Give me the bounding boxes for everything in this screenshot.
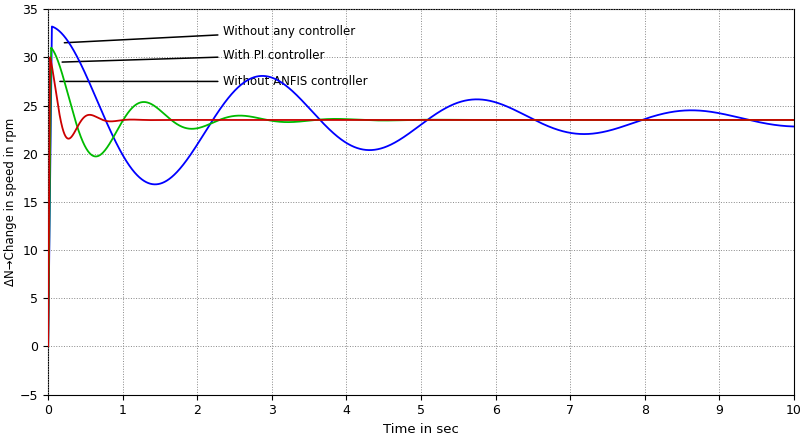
Text: With PI controller: With PI controller	[62, 49, 325, 62]
X-axis label: Time in sec: Time in sec	[383, 423, 459, 436]
Y-axis label: ΔN→Change in speed in rpm: ΔN→Change in speed in rpm	[4, 118, 17, 286]
Text: Without ANFIS controller: Without ANFIS controller	[60, 75, 368, 88]
Text: Without any controller: Without any controller	[64, 25, 355, 43]
